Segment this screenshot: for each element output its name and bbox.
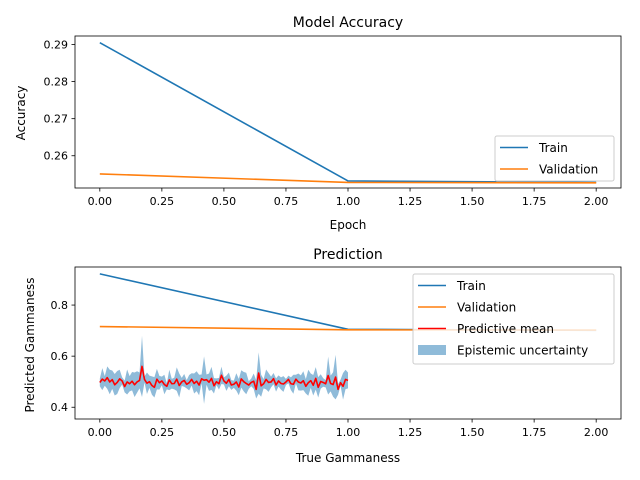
prediction-y-tick-label: 0.4 [51, 401, 69, 414]
accuracy-y-tick-label: 0.28 [44, 76, 69, 89]
prediction-legend-box [412, 273, 615, 365]
prediction-x-tick-label: 2.00 [584, 426, 609, 439]
accuracy-y-tick-label: 0.27 [44, 113, 69, 126]
prediction-legend-label-epistemic-uncertainty: Epistemic uncertainty [457, 344, 588, 358]
accuracy-y-tick-label: 0.29 [44, 39, 69, 52]
prediction-y-axis-label: Predicted Gammaness [23, 277, 37, 412]
prediction-chart-title: Prediction [313, 247, 383, 263]
accuracy-x-tick-label: 0.00 [88, 195, 113, 208]
accuracy-x-tick-label: 0.75 [274, 195, 299, 208]
accuracy-x-tick-label: 1.00 [336, 195, 361, 208]
accuracy-axis-ticks: 0.00 0.25 0.50 0.75 1.00 1.25 1.50 1.75 2.00 0.26… [44, 39, 609, 208]
prediction-x-axis-label: True Gammaness [295, 451, 400, 465]
prediction-x-tick-label: 0.50 [212, 426, 237, 439]
prediction-y-tick-label: 0.6 [51, 350, 69, 363]
prediction-x-tick-label: 1.00 [336, 426, 361, 439]
prediction-legend: Train Validation Predictive mean Epistemic … [412, 273, 615, 365]
accuracy-chart-title: Model Accuracy [293, 15, 403, 31]
prediction-legend-handle-epistemic-uncertainty [418, 345, 446, 355]
prediction-x-tick-label: 1.50 [460, 426, 485, 439]
accuracy-x-tick-label: 1.75 [522, 195, 547, 208]
accuracy-legend-label-validation: Validation [539, 163, 598, 177]
accuracy-legend: Train Validation [494, 135, 615, 182]
prediction-y-tick-label: 0.8 [51, 299, 69, 312]
accuracy-x-tick-label: 2.00 [584, 195, 609, 208]
accuracy-axes-frame [74, 35, 622, 189]
prediction-x-tick-label: 1.75 [522, 426, 547, 439]
accuracy-x-tick-label: 1.25 [398, 195, 423, 208]
accuracy-x-tick-label: 0.25 [150, 195, 175, 208]
prediction-legend-label-predictive-mean: Predictive mean [457, 322, 554, 336]
prediction-x-tick-label: 0.75 [274, 426, 299, 439]
prediction-legend-label-validation: Validation [457, 301, 516, 315]
accuracy-x-axis-label: Epoch [330, 218, 367, 232]
prediction-chart: 0.00 0.25 0.50 0.75 1.00 1.25 1.50 1.75 2.00 0.4 0… [23, 247, 622, 465]
accuracy-plot-area [99, 41, 597, 184]
prediction-legend-label-train: Train [456, 279, 486, 293]
prediction-axis-ticks: 0.00 0.25 0.50 0.75 1.00 1.25 1.50 1.75 2.00 0.4 0… [51, 299, 609, 439]
accuracy-series-validation-line [99, 173, 597, 184]
accuracy-x-tick-label: 1.50 [460, 195, 485, 208]
prediction-axes-frame [74, 266, 622, 420]
prediction-x-tick-label: 1.25 [398, 426, 423, 439]
accuracy-chart: 0.00 0.25 0.50 0.75 1.00 1.25 1.50 1.75 2.00 0.26… [14, 15, 622, 232]
accuracy-y-axis-label: Accuracy [14, 86, 28, 141]
prediction-x-tick-label: 0.25 [150, 426, 175, 439]
accuracy-y-tick-label: 0.26 [44, 150, 69, 163]
prediction-x-tick-label: 0.00 [88, 426, 113, 439]
prediction-predictive-mean-line [99, 365, 349, 391]
accuracy-legend-label-train: Train [538, 141, 568, 155]
accuracy-x-tick-label: 0.50 [212, 195, 237, 208]
